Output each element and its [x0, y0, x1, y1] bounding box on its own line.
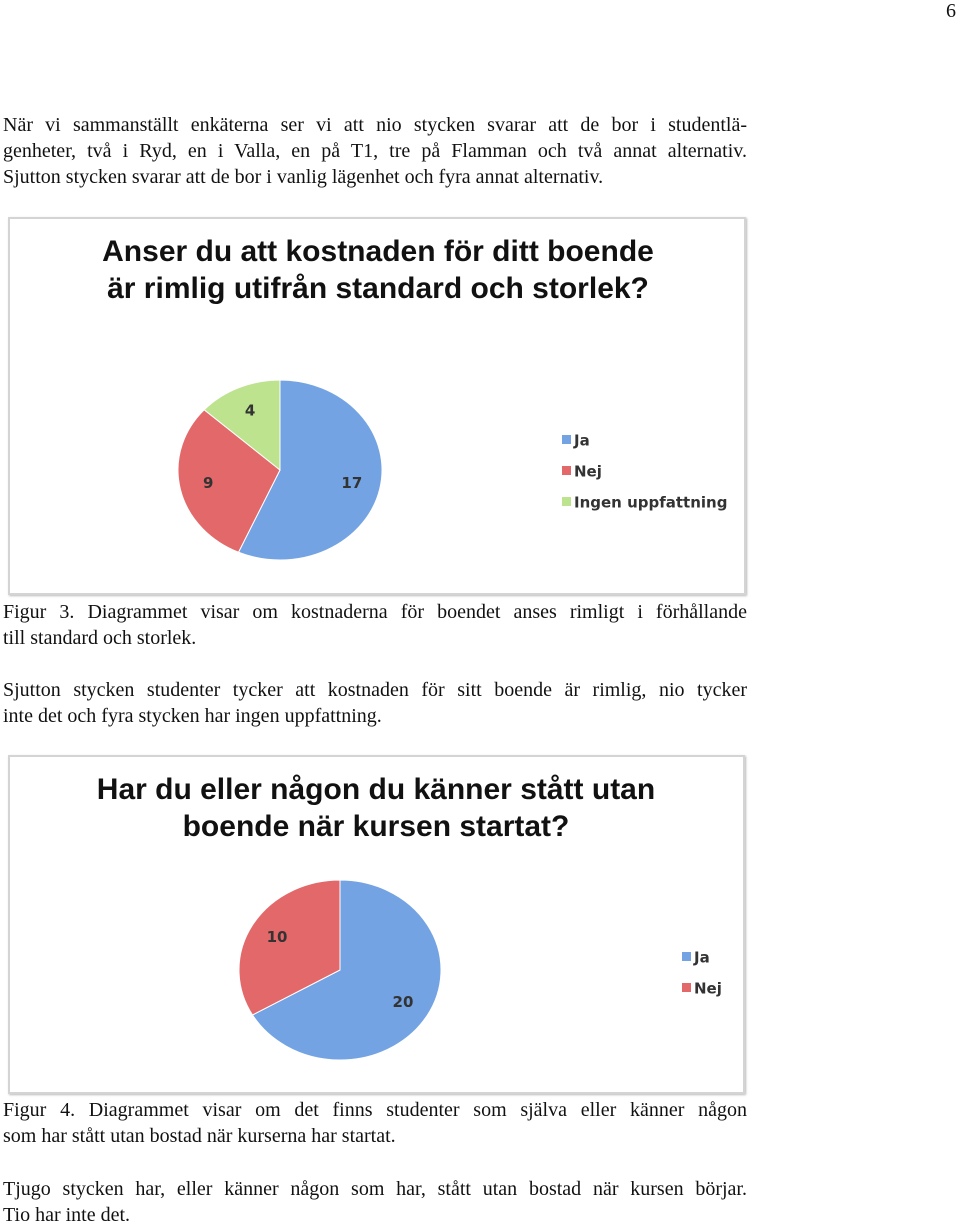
data-label: 10	[267, 928, 288, 946]
page-number: 6	[946, 0, 956, 22]
legend-swatch	[562, 497, 571, 506]
paragraph-line: genheter, två i Ryd, en i Valla, en på T…	[3, 140, 747, 162]
legend-swatch	[562, 466, 571, 475]
paragraph-line: Tio har inte det.	[3, 1204, 131, 1223]
caption-line: till standard och storlek.	[3, 627, 197, 649]
caption-line: som har stått utan bostad när kurserna h…	[3, 1125, 396, 1147]
legend-label: Nej	[574, 463, 602, 481]
data-label: 4	[245, 401, 255, 419]
caption-line: Figur 3. Diagrammet visar om kostnaderna…	[3, 601, 747, 623]
paragraph-line: Tjugo stycken har, eller känner någon so…	[3, 1178, 747, 1200]
legend-swatch	[682, 952, 691, 961]
chart-frame	[8, 217, 746, 595]
paragraph-line: Sjutton stycken svarar att de bor i vanl…	[3, 166, 604, 188]
legend-label: Ja	[573, 432, 590, 450]
pie-slice	[203, 379, 281, 472]
legend-swatch	[562, 435, 571, 444]
paragraph-line: När vi sammanställt enkäterna ser vi att…	[3, 114, 747, 136]
paragraph-line: Sjutton stycken studenter tycker att kos…	[3, 679, 747, 701]
pie-slice	[238, 879, 341, 1016]
legend-label: Ingen uppfattning	[574, 494, 727, 512]
data-label: 9	[203, 474, 213, 492]
legend-swatch	[682, 983, 691, 992]
pie-slice	[237, 379, 383, 561]
data-label: 20	[393, 993, 414, 1011]
chart-title: Anser du att kostnaden för ditt boende ä…	[102, 235, 654, 305]
pie-slice	[177, 409, 281, 553]
data-label: 17	[341, 474, 362, 492]
pie-slice	[251, 879, 442, 1061]
legend-label: Nej	[694, 980, 722, 998]
legend-label: Ja	[693, 949, 710, 967]
paragraph-line: inte det och fyra stycken har ingen uppf…	[3, 705, 382, 727]
chart-title: Har du eller någon du känner stått utan …	[96, 773, 656, 843]
caption-line: Figur 4. Diagrammet visar om det finns s…	[3, 1099, 747, 1121]
